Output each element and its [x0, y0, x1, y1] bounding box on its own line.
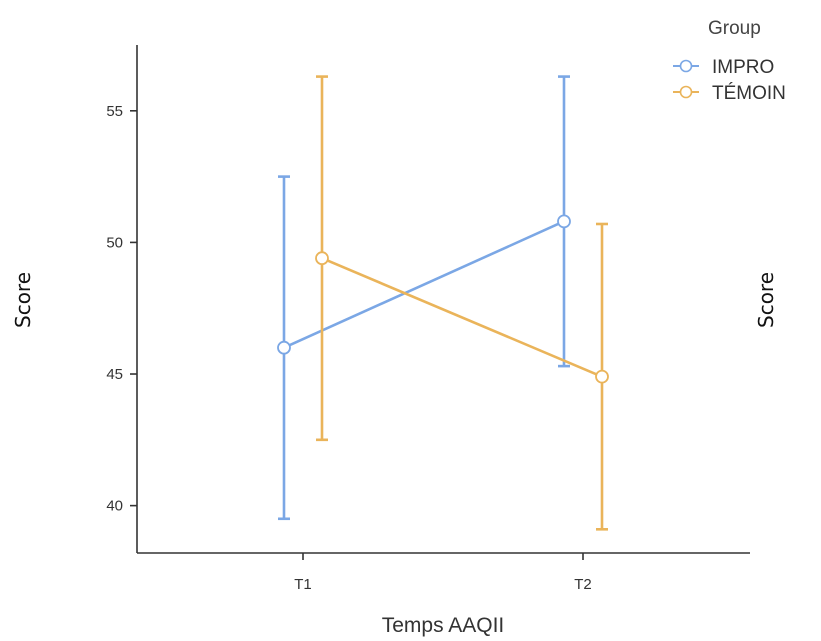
y-tick-label: 45	[106, 366, 123, 383]
legend-label: TÉMOIN	[712, 83, 786, 104]
legend-item-t-moin: TÉMOIN	[673, 83, 786, 104]
legend-label: IMPRO	[712, 57, 774, 78]
y-axis-ticks: 40 45 50 55	[106, 103, 137, 515]
data-point	[315, 251, 329, 266]
y-axis-title-right: Score	[754, 272, 778, 328]
legend-marker	[679, 59, 693, 73]
x-axis-title: Temps AAQII	[382, 614, 505, 637]
legend-marker	[679, 85, 693, 99]
y-axis-title: Score	[11, 272, 35, 328]
series-layer	[277, 75, 609, 531]
series-impro	[277, 75, 571, 521]
x-axis-ticks: T1 T2	[294, 553, 592, 593]
y-tick-label: 55	[106, 103, 123, 120]
y-tick-label: 50	[106, 234, 123, 251]
series-line	[283, 220, 565, 349]
legend-item-impro: IMPRO	[673, 57, 774, 78]
legend-items: IMPRO TÉMOIN	[673, 57, 786, 104]
y-tick-label: 40	[106, 498, 123, 515]
data-point	[595, 369, 609, 384]
data-point	[277, 340, 291, 355]
series-t-moin	[315, 75, 609, 531]
legend: Group IMPRO TÉMOIN	[673, 18, 786, 104]
x-tick-label: T1	[294, 576, 312, 593]
x-tick-label: T2	[574, 576, 592, 593]
legend-title: Group	[708, 18, 761, 39]
data-point	[557, 214, 571, 229]
series-line	[321, 257, 603, 378]
